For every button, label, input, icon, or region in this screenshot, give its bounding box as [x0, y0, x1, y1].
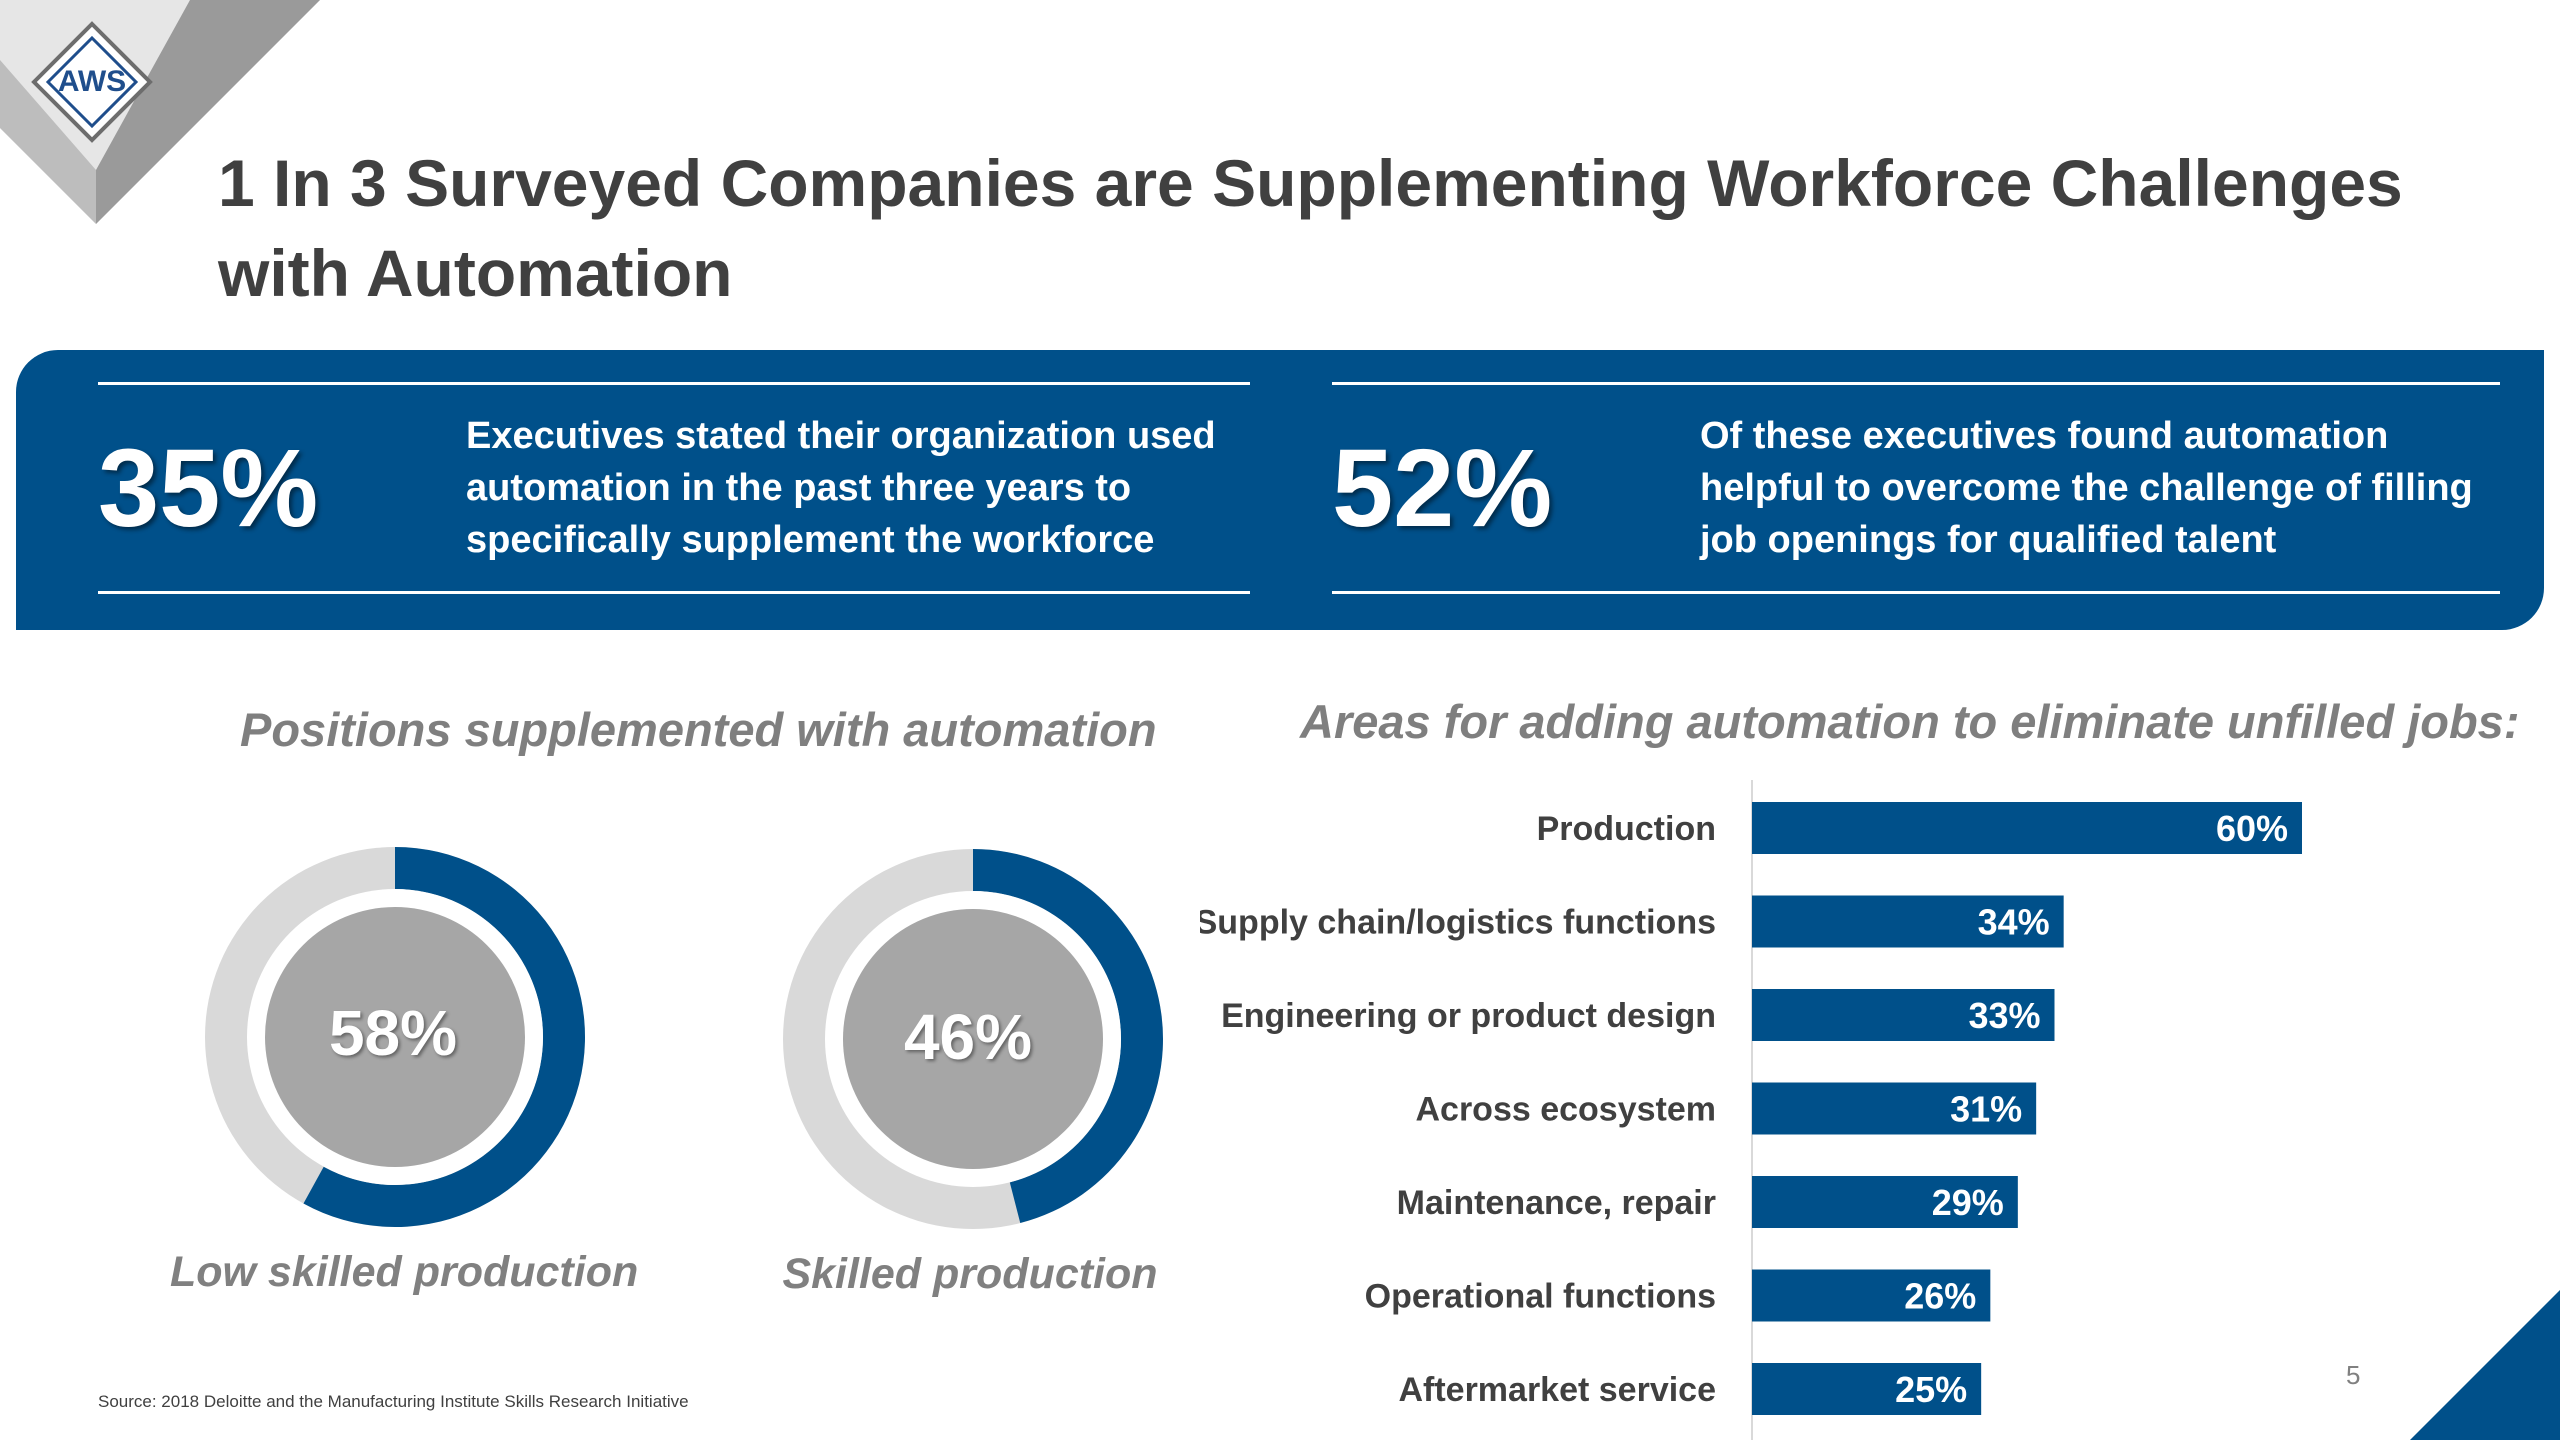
bar	[1752, 1363, 1982, 1415]
stat-block-1: 35% Executives stated their organization…	[98, 382, 1250, 594]
donut-center-label-2: 46%	[903, 1001, 1033, 1073]
bar	[1752, 1082, 2037, 1135]
source-note: Source: 2018 Deloitte and the Manufactur…	[98, 1392, 689, 1411]
bar-category-label: Aftermarket service	[1398, 1371, 1716, 1409]
stat-block-2: 52% Of these executives found automation…	[1332, 382, 2500, 594]
corner-decoration-bottom-right	[2410, 1290, 2560, 1440]
bar-category-label: Production	[1537, 810, 1716, 848]
bar	[1752, 1176, 2018, 1228]
right-section-title: Areas for adding automation to eliminate…	[1300, 695, 2520, 748]
bar	[1752, 895, 2064, 948]
left-section-title: Positions supplemented with automation	[240, 703, 1157, 756]
donut-center	[843, 909, 1103, 1169]
bar-value-label: 34%	[1978, 902, 2050, 943]
bar-chart-areas: Production 60% Supply chain/logistics func…	[1200, 780, 2302, 1440]
donut-center	[265, 907, 525, 1167]
page-title: 1 In 3 Surveyed Companies are Supplement…	[218, 146, 2403, 310]
stat-value-1: 35%	[98, 426, 319, 550]
stats-banner: 35% Executives stated their organization…	[16, 350, 2544, 630]
bar-category-label: Supply chain/logistics functions	[1200, 904, 1716, 942]
stat-value-2: 52%	[1332, 426, 1553, 550]
donut-caption-low-skilled: Low skilled production	[170, 1248, 639, 1296]
bar-value-label: 31%	[1950, 1089, 2022, 1130]
aws-logo	[31, 21, 153, 143]
bar-value-label: 26%	[1904, 1276, 1976, 1317]
page-number: 5	[2346, 1360, 2361, 1390]
bar-category-label: Operational functions	[1365, 1278, 1716, 1316]
donut-caption-skilled: Skilled production	[782, 1250, 1158, 1298]
donut-chart-low-skilled	[205, 847, 585, 1227]
stat-text-1: Executives stated their organization use…	[466, 415, 1216, 561]
bar-category-label: Across ecosystem	[1415, 1091, 1716, 1129]
bar-value-label: 29%	[1932, 1182, 2004, 1223]
donut-value-arc	[973, 849, 1164, 1224]
bar-value-label: 25%	[1895, 1369, 1967, 1410]
donut-center-label-1: 58%	[328, 997, 458, 1069]
stat-text-2: Of these executives found automation hel…	[1700, 415, 2473, 561]
bar-value-label: 33%	[1968, 995, 2040, 1036]
logo-text: AWS	[57, 65, 127, 98]
bar-category-label: Engineering or product design	[1221, 997, 1716, 1035]
bar	[1752, 1269, 1991, 1322]
donut-chart-skilled	[783, 849, 1164, 1229]
bar	[1752, 802, 2302, 854]
bar	[1752, 989, 2055, 1041]
bar-value-label: 60%	[2216, 808, 2288, 849]
donut-value-arc	[303, 847, 585, 1227]
bar-category-label: Maintenance, repair	[1397, 1184, 1716, 1222]
